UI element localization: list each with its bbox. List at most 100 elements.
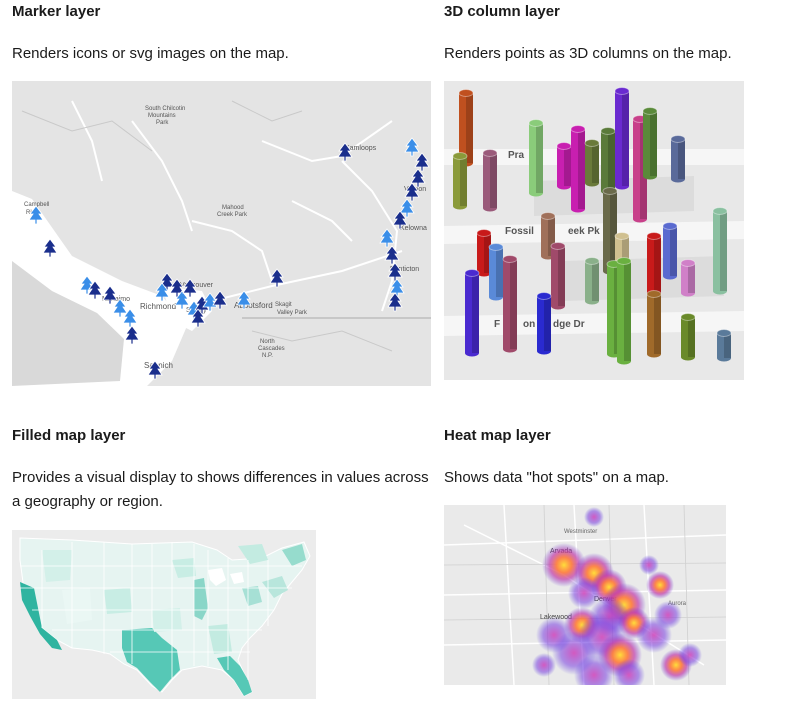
heat-spot xyxy=(584,507,604,527)
column-icon xyxy=(536,292,552,355)
tree-marker-icon xyxy=(147,360,163,380)
svg-text:Creek Park: Creek Park xyxy=(217,212,248,218)
tree-marker-icon xyxy=(174,290,190,310)
svg-text:South Chilcotin: South Chilcotin xyxy=(145,106,185,112)
svg-text:North: North xyxy=(260,339,275,345)
tree-marker-icon xyxy=(124,325,140,345)
column-icon xyxy=(600,127,616,195)
tree-marker-icon xyxy=(28,205,44,225)
svg-text:Kelowna: Kelowna xyxy=(400,225,427,232)
tree-marker-icon xyxy=(122,308,138,328)
tree-marker-icon xyxy=(154,282,170,302)
tree-marker-icon xyxy=(190,308,206,328)
svg-text:Mountains: Mountains xyxy=(148,113,176,119)
column-icon xyxy=(528,119,544,197)
column-icon xyxy=(642,107,658,180)
tree-marker-icon xyxy=(392,210,408,230)
column-icon xyxy=(614,87,630,190)
column-icon xyxy=(646,232,662,300)
tree-marker-icon xyxy=(42,238,58,258)
card-description: Renders points as 3D columns on the map. xyxy=(444,45,732,62)
svg-text:dge Dr: dge Dr xyxy=(553,319,585,330)
column-icon xyxy=(556,142,572,190)
heat-spot xyxy=(646,571,674,599)
svg-text:Kamloops: Kamloops xyxy=(345,145,377,152)
card-description: Shows data "hot spots" on a map. xyxy=(444,469,669,486)
svg-text:Park: Park xyxy=(156,120,169,126)
tree-marker-icon xyxy=(404,182,420,202)
tree-marker-icon xyxy=(79,275,95,295)
svg-text:Richmond: Richmond xyxy=(140,302,176,311)
heat-map-layer-card: Heat map layer Shows data "hot spots" on… xyxy=(444,426,784,490)
column-icon xyxy=(680,313,696,361)
heat-spot xyxy=(568,577,600,609)
svg-text:on: on xyxy=(523,319,535,330)
svg-text:Cascades: Cascades xyxy=(258,346,285,352)
column-layer-card: 3D column layer Renders points as 3D col… xyxy=(444,2,784,66)
column-icon xyxy=(452,152,468,210)
card-title: Heat map layer xyxy=(444,427,551,444)
heat-spot xyxy=(678,643,702,667)
svg-text:Campbell: Campbell xyxy=(24,202,49,208)
tree-marker-icon xyxy=(337,142,353,162)
svg-text:Fossil: Fossil xyxy=(505,226,534,237)
column-layer-map-image: Pra Fossil eek Pk F on dge Dr xyxy=(444,81,744,380)
svg-text:Vancouver: Vancouver xyxy=(180,282,214,289)
column-icon xyxy=(662,222,678,280)
svg-text:Skagit: Skagit xyxy=(275,302,292,308)
tree-marker-icon xyxy=(87,280,103,300)
heat-spot xyxy=(532,653,556,677)
column-icon xyxy=(680,259,696,297)
column-icon xyxy=(646,290,662,358)
tree-marker-icon xyxy=(112,298,128,318)
tree-marker-icon xyxy=(212,290,228,310)
column-icon xyxy=(464,269,480,357)
tree-marker-icon xyxy=(410,168,426,188)
column-icon xyxy=(716,329,732,362)
heat-spot xyxy=(654,601,682,629)
heat-spot xyxy=(536,617,572,653)
column-icon xyxy=(476,229,492,277)
tree-marker-icon xyxy=(269,268,285,288)
tree-marker-icon xyxy=(399,198,415,218)
svg-text:Penticton: Penticton xyxy=(390,266,419,273)
column-icon xyxy=(502,255,518,353)
filled-map-image xyxy=(12,530,316,699)
marker-layer-card: Marker layer Renders icons or svg images… xyxy=(12,2,432,66)
filled-map-layer-card: Filled map layer Provides a visual displ… xyxy=(12,426,432,514)
svg-text:Pra: Pra xyxy=(508,150,525,161)
tree-marker-icon xyxy=(379,228,395,248)
svg-text:Westminster: Westminster xyxy=(564,529,597,535)
tree-marker-icon xyxy=(414,152,430,172)
column-icon xyxy=(482,149,498,212)
column-icon xyxy=(570,125,586,213)
card-description: Provides a visual display to shows diffe… xyxy=(12,469,429,510)
card-title: Marker layer xyxy=(12,3,101,20)
heat-spot xyxy=(613,659,645,685)
column-icon xyxy=(550,242,566,310)
tree-marker-icon xyxy=(387,292,403,312)
column-icon xyxy=(616,257,632,365)
card-title: 3D column layer xyxy=(444,3,560,20)
svg-text:N.P.: N.P. xyxy=(262,353,273,359)
svg-text:Mahood: Mahood xyxy=(222,205,244,211)
tree-marker-icon xyxy=(102,285,118,305)
column-icon xyxy=(488,243,504,301)
tree-marker-icon xyxy=(236,290,252,310)
tree-marker-icon xyxy=(404,137,420,157)
tree-marker-icon xyxy=(202,292,218,312)
card-description: Renders icons or svg images on the map. xyxy=(12,45,289,62)
svg-text:F: F xyxy=(494,319,500,330)
tree-marker-icon xyxy=(182,278,198,298)
column-icon xyxy=(712,207,728,295)
svg-text:eek Pk: eek Pk xyxy=(568,226,600,237)
column-icon xyxy=(584,257,600,305)
card-title: Filled map layer xyxy=(12,427,126,444)
marker-layer-map-image: South Chilcotin Mountains Park Kamloops … xyxy=(12,81,431,386)
heat-spot xyxy=(639,555,659,575)
heat-map-image: Arvada Denver Lakewood Aurora Westminste… xyxy=(444,505,726,685)
svg-text:Aurora: Aurora xyxy=(668,601,687,607)
heat-spot xyxy=(574,655,614,685)
column-icon xyxy=(584,139,600,187)
tree-marker-icon xyxy=(384,245,400,265)
